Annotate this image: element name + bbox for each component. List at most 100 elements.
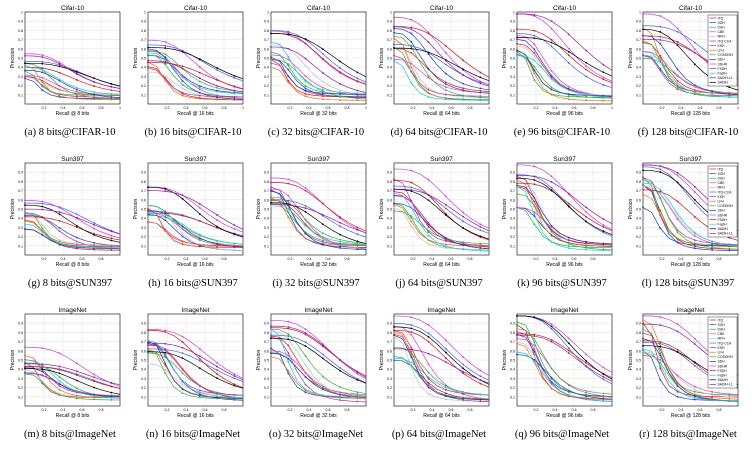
data-point xyxy=(533,191,536,194)
data-point xyxy=(410,327,413,330)
data-point xyxy=(585,215,587,218)
data-point xyxy=(75,216,78,219)
data-point xyxy=(58,85,61,87)
y-tick-label: 0.6 xyxy=(510,47,515,51)
data-point xyxy=(516,38,518,41)
y-axis-label: Precision xyxy=(256,199,262,220)
chart-panel: ImageNet 0.1 0.2 0.3 0.4 0.5 0.6 0.7 0.8 0.9 0.2 0.… xyxy=(131,304,255,455)
data-point xyxy=(75,397,78,400)
data-point xyxy=(181,194,184,197)
y-tick-label: 0.3 xyxy=(636,75,641,79)
data-point xyxy=(479,393,482,396)
data-point xyxy=(659,197,662,200)
data-point xyxy=(321,48,324,50)
data-point xyxy=(479,235,482,238)
data-point xyxy=(198,206,201,209)
data-point xyxy=(75,374,78,377)
y-tick-label: 0.9 xyxy=(510,171,515,175)
y-tick-label: 0.1 xyxy=(18,244,23,248)
data-point xyxy=(659,39,662,41)
series-line xyxy=(516,37,613,77)
data-point xyxy=(602,76,605,79)
data-point xyxy=(181,380,184,383)
y-tick-label: 0.1 xyxy=(264,244,269,248)
data-point xyxy=(479,223,482,226)
data-point xyxy=(728,396,731,398)
data-point xyxy=(602,218,605,220)
data-point xyxy=(479,369,482,372)
data-point xyxy=(585,94,587,96)
data-point xyxy=(270,327,272,330)
data-point xyxy=(693,41,696,44)
data-point xyxy=(356,400,359,403)
data-point xyxy=(164,190,167,193)
data-point xyxy=(479,82,482,85)
data-point xyxy=(147,349,149,352)
data-point xyxy=(339,244,341,246)
data-point xyxy=(533,348,536,351)
y-axis-label: Precision xyxy=(379,350,385,371)
data-point xyxy=(181,243,184,246)
series-line xyxy=(393,17,490,86)
data-point xyxy=(216,225,218,228)
y-tick-label: 0.9 xyxy=(636,171,641,175)
x-axis-label: Recall @ 128 bits xyxy=(671,262,711,268)
data-point xyxy=(304,232,307,235)
legend-label: CBE xyxy=(718,181,726,185)
data-point xyxy=(24,367,26,370)
data-point xyxy=(24,69,26,72)
data-point xyxy=(356,244,359,247)
data-point xyxy=(410,47,413,50)
series-line xyxy=(147,343,244,396)
data-point xyxy=(270,355,272,358)
legend-label: SADIH-L1 xyxy=(718,76,733,80)
data-point xyxy=(304,80,307,83)
y-tick-label: 0.8 xyxy=(18,180,23,184)
data-point xyxy=(304,187,307,189)
data-point xyxy=(533,48,536,51)
x-tick-label: 0.4 xyxy=(184,257,189,261)
legend-label: COSDISH xyxy=(718,53,734,57)
data-point xyxy=(58,71,61,74)
y-tick-label: 0.2 xyxy=(387,386,392,390)
subfigure-caption: (i) 32 bits@SUN397 xyxy=(272,278,360,289)
x-axis-label: Recall @ 32 bits xyxy=(300,413,337,419)
data-point xyxy=(533,223,536,226)
series-line xyxy=(642,185,739,246)
data-point xyxy=(642,178,644,181)
data-point xyxy=(693,93,696,96)
plot-frame xyxy=(147,11,244,105)
y-tick-label: 0.4 xyxy=(264,368,269,372)
data-point xyxy=(444,392,447,395)
data-point xyxy=(321,243,324,246)
data-point xyxy=(550,325,553,328)
y-tick-label: 0.7 xyxy=(141,189,146,193)
data-point xyxy=(304,38,307,40)
data-point xyxy=(58,219,61,222)
x-tick-label: 0.2 xyxy=(660,408,665,412)
data-point xyxy=(270,58,272,61)
data-point xyxy=(550,86,553,89)
data-point xyxy=(164,216,167,219)
chart-panel: Cifar-10 0.1 0.2 0.3 0.4 0.5 0.6 0.7 0.8 0.9 1 0.2 0… xyxy=(131,2,255,153)
legend-label: FSDH xyxy=(718,369,728,373)
data-point xyxy=(198,203,201,205)
data-point xyxy=(58,352,61,355)
y-tick-label: 0.2 xyxy=(510,84,515,88)
data-point xyxy=(427,74,430,77)
data-point xyxy=(642,193,644,196)
data-point xyxy=(533,333,536,336)
data-point xyxy=(642,57,644,60)
data-point xyxy=(516,353,518,356)
series-line xyxy=(147,39,244,90)
data-point xyxy=(181,76,184,79)
data-point xyxy=(147,44,149,46)
data-point xyxy=(427,363,430,366)
x-tick-label: 0.8 xyxy=(99,106,104,110)
data-point xyxy=(233,233,236,236)
data-point xyxy=(181,223,184,226)
x-tick-label: 0.6 xyxy=(203,106,208,110)
data-point xyxy=(659,56,662,59)
y-tick-label: 0.7 xyxy=(18,38,23,42)
chart-panel: ImageNet 0.1 0.2 0.3 0.4 0.5 0.6 0.7 0.8 0.9 0.2 0.… xyxy=(8,304,132,455)
